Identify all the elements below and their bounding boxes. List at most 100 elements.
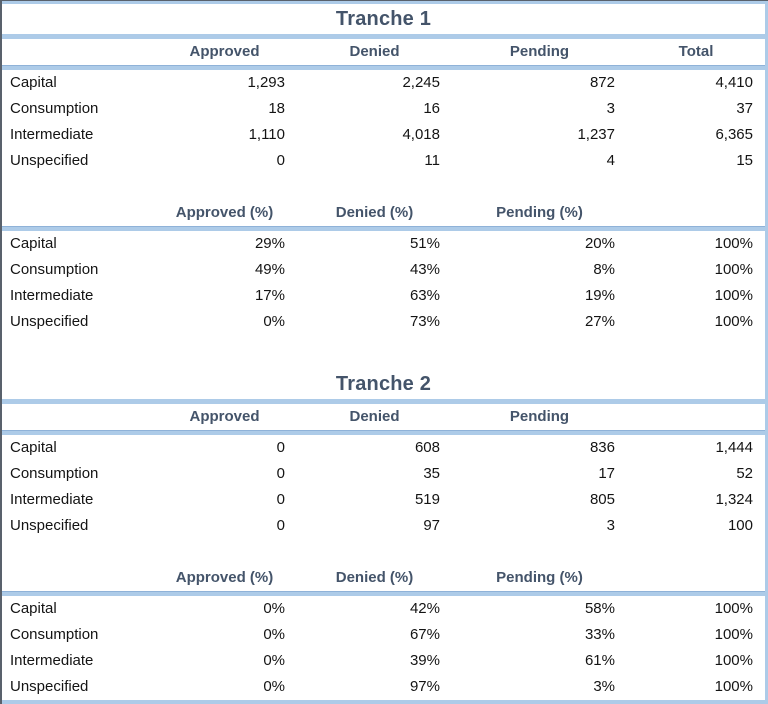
value-cell: 4,018 <box>402 126 440 143</box>
value-cell: 37 <box>736 100 753 117</box>
row-label: Unspecified <box>10 313 89 330</box>
value-cell: 0 <box>276 439 285 456</box>
value-cell: 0 <box>276 517 285 534</box>
row-label: Unspecified <box>10 678 89 695</box>
value-cell: 67% <box>409 626 440 643</box>
table-row: Capital 0% 42% 58% 100% <box>2 596 765 622</box>
column-header-pending-pct: Pending (%) <box>496 204 583 221</box>
table-row: Consumption 49% 43% 8% 100% <box>2 257 765 283</box>
column-header-empty <box>627 404 765 430</box>
row-label: Capital <box>10 74 57 91</box>
value-cell: 805 <box>589 491 615 508</box>
value-cell: 1,293 <box>247 74 285 91</box>
row-label: Consumption <box>10 261 99 278</box>
value-cell: 100% <box>714 678 753 695</box>
value-cell: 97 <box>423 517 440 534</box>
row-label: Intermediate <box>10 491 94 508</box>
value-cell: 43% <box>409 261 440 278</box>
value-cell: 19% <box>584 287 615 304</box>
value-cell: 1,237 <box>577 126 615 143</box>
value-cell: 33% <box>584 626 615 643</box>
column-header-denied-pct: Denied (%) <box>335 569 414 586</box>
tranche2-section: Tranche 2 Approved Denied Pending Capita… <box>2 369 765 700</box>
column-header-empty <box>627 200 765 226</box>
separator-band <box>2 34 765 39</box>
table-row: Capital 29% 51% 20% 100% <box>2 231 765 257</box>
row-label: Capital <box>10 235 57 252</box>
column-header-empty <box>2 39 152 65</box>
column-header-approved-pct: Approved (%) <box>175 569 274 586</box>
value-cell: 0% <box>263 678 285 695</box>
table-row: Unspecified 0 11 4 15 <box>2 148 765 174</box>
table-row: Consumption 0% 67% 33% 100% <box>2 622 765 648</box>
tranche1-section: Tranche 1 Approved Denied Pending Total … <box>2 4 765 335</box>
value-cell: 63% <box>409 287 440 304</box>
table-row: Consumption 18 16 3 37 <box>2 96 765 122</box>
value-cell: 61% <box>584 652 615 669</box>
value-cell: 0% <box>263 600 285 617</box>
value-cell: 11 <box>424 152 440 169</box>
value-cell: 0% <box>263 626 285 643</box>
value-cell: 3 <box>606 517 615 534</box>
table-row: Intermediate 0 519 805 1,324 <box>2 487 765 513</box>
section-gap <box>2 539 765 565</box>
row-label: Consumption <box>10 626 99 643</box>
value-cell: 836 <box>589 439 615 456</box>
value-cell: 0% <box>263 652 285 669</box>
value-cell: 16 <box>423 100 440 117</box>
value-cell: 0 <box>276 465 285 482</box>
table-row: Consumption 0 35 17 52 <box>2 461 765 487</box>
column-header-approved: Approved <box>189 408 260 425</box>
tranche2-percent-header-row: Approved (%) Denied (%) Pending (%) <box>2 565 765 591</box>
tranche-gap <box>2 335 765 369</box>
value-cell: 100% <box>714 652 753 669</box>
value-cell: 73% <box>409 313 440 330</box>
value-cell: 58% <box>584 600 615 617</box>
column-header-pending: Pending <box>509 408 570 425</box>
value-cell: 1,444 <box>715 439 753 456</box>
row-label: Intermediate <box>10 126 94 143</box>
value-cell: 100% <box>714 626 753 643</box>
value-cell: 519 <box>414 491 440 508</box>
table-row: Capital 1,293 2,245 872 4,410 <box>2 70 765 96</box>
value-cell: 49% <box>254 261 285 278</box>
separator-band <box>2 65 765 70</box>
table-row: Intermediate 0% 39% 61% 100% <box>2 648 765 674</box>
row-label: Consumption <box>10 100 99 117</box>
row-label: Consumption <box>10 465 99 482</box>
table-row: Intermediate 1,110 4,018 1,237 6,365 <box>2 122 765 148</box>
column-header-approved-pct: Approved (%) <box>175 204 274 221</box>
column-header-pending: Pending <box>509 43 570 60</box>
value-cell: 6,365 <box>715 126 753 143</box>
section-gap <box>2 174 765 200</box>
value-cell: 42% <box>409 600 440 617</box>
value-cell: 1,110 <box>248 126 285 143</box>
tranche1-percent-header-row: Approved (%) Denied (%) Pending (%) <box>2 200 765 226</box>
value-cell: 0% <box>263 313 285 330</box>
column-header-denied: Denied <box>349 43 400 60</box>
value-cell: 100% <box>714 600 753 617</box>
table-row: Intermediate 17% 63% 19% 100% <box>2 283 765 309</box>
value-cell: 3% <box>593 678 615 695</box>
value-cell: 100% <box>714 287 753 304</box>
value-cell: 0 <box>276 152 285 169</box>
column-header-denied-pct: Denied (%) <box>335 204 414 221</box>
row-label: Intermediate <box>10 287 94 304</box>
value-cell: 29% <box>254 235 285 252</box>
value-cell: 18 <box>268 100 285 117</box>
value-cell: 35 <box>423 465 440 482</box>
value-cell: 8% <box>593 261 615 278</box>
value-cell: 4 <box>606 152 615 169</box>
tranche1-title: Tranche 1 <box>335 8 432 30</box>
value-cell: 608 <box>414 439 440 456</box>
row-label: Capital <box>10 439 57 456</box>
value-cell: 4,410 <box>715 74 753 91</box>
value-cell: 51% <box>409 235 440 252</box>
row-label: Unspecified <box>10 517 89 534</box>
row-label: Intermediate <box>10 652 94 669</box>
value-cell: 100 <box>727 517 753 534</box>
column-header-approved: Approved <box>189 43 260 60</box>
column-header-denied: Denied <box>349 408 400 425</box>
column-header-empty <box>2 200 152 226</box>
